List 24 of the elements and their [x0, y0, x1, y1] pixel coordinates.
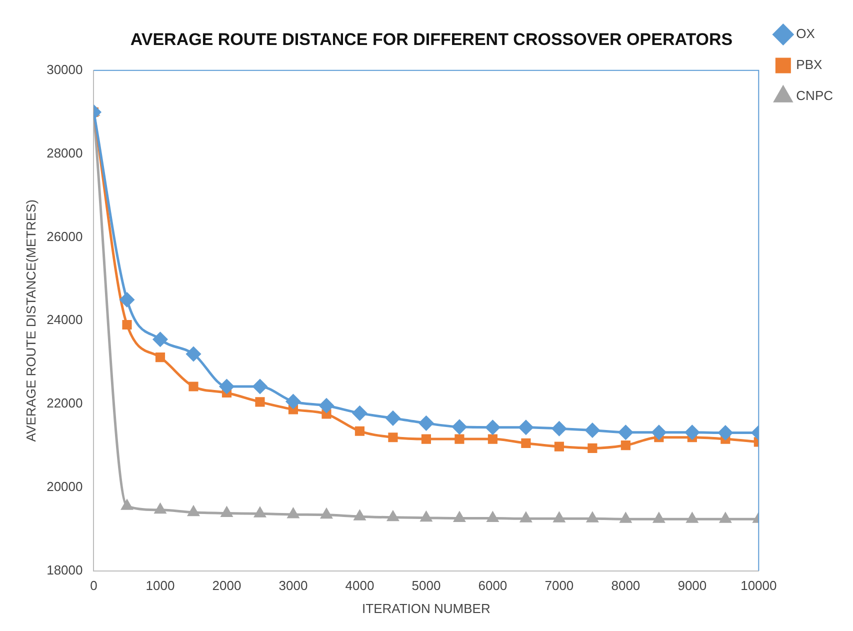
x-tick-label: 4000	[345, 578, 374, 594]
legend-label: OX	[796, 26, 816, 42]
y-tick-label: 28000	[46, 145, 83, 160]
chart-title: AVERAGE ROUTE DISTANCE FOR DIFFERENT CROSSOVER OPERATORS	[130, 30, 733, 49]
legend-label: PBX	[796, 57, 823, 72]
x-tick-label: 3000	[278, 578, 308, 594]
x-tick-label: 1000	[146, 578, 175, 594]
y-tick-label: 26000	[46, 228, 83, 244]
y-tick-label: 30000	[46, 62, 83, 77]
x-tick-label: 10000	[740, 578, 777, 594]
x-tick-label: 0	[90, 578, 98, 594]
y-tick-label: 24000	[46, 312, 83, 328]
y-tick-label: 22000	[46, 396, 83, 411]
x-axis-title: ITERATION NUMBER	[362, 600, 490, 616]
legend-label: CNPC	[796, 88, 834, 104]
x-tick-label: 8000	[611, 578, 640, 594]
y-axis-title: AVERAGE ROUTE DISTANCE(METRES)	[23, 199, 38, 442]
x-tick-label: 9000	[678, 578, 707, 594]
x-tick-label: 2000	[212, 578, 242, 594]
x-tick-label: 6000	[478, 578, 508, 594]
y-tick-label: 18000	[46, 562, 83, 578]
x-tick-label: 5000	[412, 578, 441, 594]
y-tick-label: 20000	[46, 478, 83, 494]
x-tick-label: 7000	[544, 578, 574, 594]
